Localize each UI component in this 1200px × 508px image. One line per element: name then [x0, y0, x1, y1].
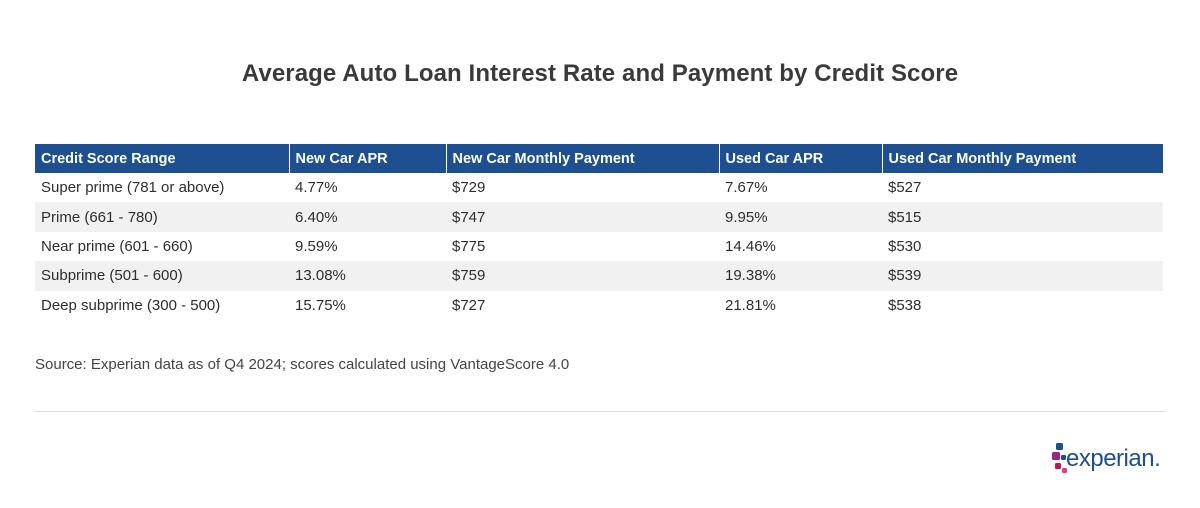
credit-score-table: Credit Score Range New Car APR New Car Mon… — [35, 144, 1163, 320]
table-row: Near prime (601 - 660) 9.59% $775 14.46% $53… — [35, 232, 1163, 261]
table-cell: 7.67% — [725, 179, 768, 197]
table-cell: 19.38% — [719, 261, 882, 291]
source-note: Source: Experian data as of Q4 2024; sco… — [35, 356, 570, 373]
column-header: Used Car APR — [718, 144, 882, 173]
table-cell: 21.81% — [725, 296, 776, 314]
table-cell: 14.46% — [725, 237, 776, 255]
experian-logo: experian. — [1052, 442, 1162, 478]
table-header-row: Credit Score Range New Car APR New Car Mon… — [35, 144, 1163, 173]
table-cell: $527 — [888, 179, 922, 197]
column-header: New Car Monthly Payment — [445, 144, 719, 173]
table-cell: 9.59% — [295, 237, 338, 255]
table-cell: $775 — [452, 237, 486, 255]
table-cell: Prime (661 - 780) — [35, 202, 289, 232]
logo-dots-icon — [1052, 443, 1067, 473]
divider — [35, 411, 1165, 412]
table-cell: Deep subprime (300 - 500) — [41, 296, 221, 314]
table-cell: Near prime (601 - 660) — [41, 237, 193, 255]
table-row: Super prime (781 or above) 4.77% $729 7.67%… — [35, 173, 1163, 202]
chart-title: Average Auto Loan Interest Rate and Paym… — [241, 60, 959, 87]
logo-wordmark: experian. — [1066, 445, 1161, 472]
table-cell: $538 — [888, 296, 922, 314]
table-cell: 6.40% — [289, 202, 446, 232]
table-body: Super prime (781 or above) 4.77% $729 7.67%… — [35, 173, 1163, 320]
table-cell: $729 — [452, 179, 486, 197]
column-header: New Car APR — [288, 144, 446, 173]
table-cell: 9.95% — [719, 202, 882, 232]
table-cell: $515 — [882, 202, 1163, 232]
table-cell: $727 — [452, 296, 486, 314]
table-cell: $530 — [888, 237, 922, 255]
table-cell: $747 — [446, 202, 719, 232]
table-cell: $539 — [882, 261, 1163, 291]
table-cell: Super prime (781 or above) — [41, 179, 225, 197]
column-header: Used Car Monthly Payment — [881, 144, 1163, 173]
table-cell: 4.77% — [295, 179, 338, 197]
table-cell: $759 — [446, 261, 719, 291]
table-cell: 15.75% — [295, 296, 346, 314]
table-row: Subprime (501 - 600) 13.08% $759 19.38% $539 — [35, 261, 1163, 291]
column-header: Credit Score Range — [35, 144, 289, 173]
table-row: Deep subprime (300 - 500) 15.75% $727 21.81… — [35, 291, 1163, 320]
table-cell: 13.08% — [289, 261, 446, 291]
table-row: Prime (661 - 780) 6.40% $747 9.95% $515 — [35, 202, 1163, 232]
table-cell: Subprime (501 - 600) — [35, 261, 289, 291]
